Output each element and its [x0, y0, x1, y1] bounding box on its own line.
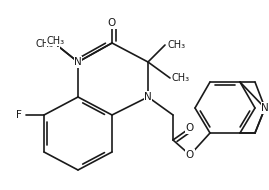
Text: O: O — [186, 123, 194, 133]
Text: N: N — [52, 39, 60, 49]
Text: O: O — [108, 18, 116, 28]
Text: O: O — [186, 150, 194, 160]
Text: N: N — [74, 57, 82, 67]
Text: CH₃: CH₃ — [36, 39, 54, 49]
Text: F: F — [16, 110, 22, 120]
Text: N: N — [261, 103, 269, 113]
Text: N: N — [144, 92, 152, 102]
Text: CH₃: CH₃ — [167, 40, 185, 50]
Text: CH₃: CH₃ — [172, 73, 190, 83]
Text: O: O — [108, 18, 116, 28]
Text: O: O — [186, 123, 194, 133]
Text: N: N — [144, 92, 152, 102]
Text: O: O — [186, 150, 194, 160]
Text: N: N — [74, 57, 82, 67]
Text: N: N — [261, 103, 269, 113]
Text: CH₃: CH₃ — [47, 36, 65, 46]
